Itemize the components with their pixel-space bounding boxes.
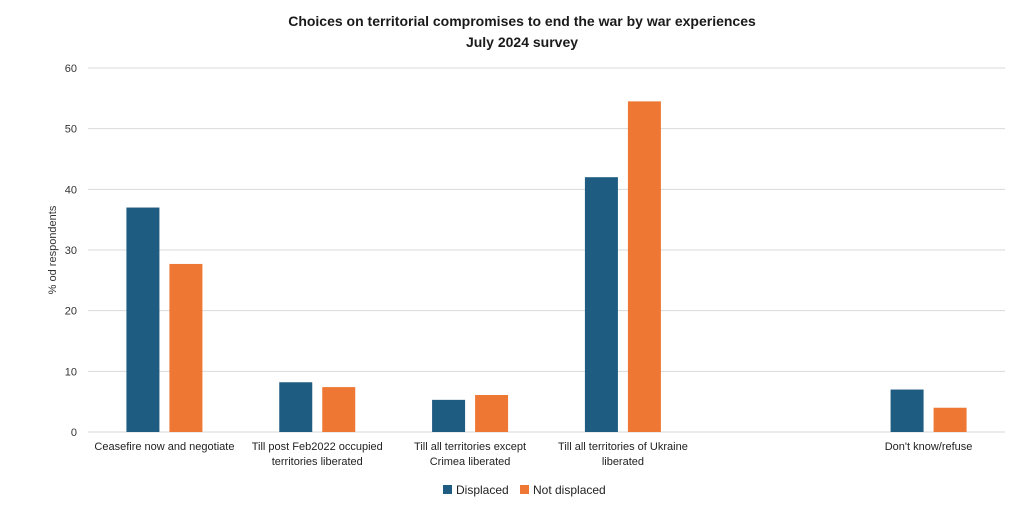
category-label: Crimea liberated [430,456,511,468]
y-tick-label: 30 [65,245,77,257]
category-label: Don't know/refuse [885,441,973,453]
legend: Displaced Not displaced [443,483,606,497]
bar-not-displaced [627,101,661,432]
bar-displaced [584,177,618,432]
category-label: territories liberated [272,456,363,468]
legend-label: Displaced [456,483,509,497]
y-tick-label: 0 [71,427,77,439]
legend-swatch [520,485,529,494]
y-tick-label: 60 [65,63,77,75]
bar-not-displaced [475,394,509,432]
bar-displaced [432,399,466,432]
bar-not-displaced [169,263,203,432]
y-axis-ticks: 0 10 20 30 40 50 60 [65,63,77,439]
category-label: Till all territories of Ukraine [558,441,688,453]
category-label: Till post Feb2022 occupied [252,441,383,453]
y-tick-label: 20 [65,306,77,318]
gridlines [88,67,1005,433]
chart-subtitle: July 2024 survey [466,34,578,50]
bar-displaced [279,382,313,432]
category-label: Till all territories except [414,441,526,453]
bar-displaced [890,389,924,432]
y-tick-label: 40 [65,184,77,196]
bars [126,101,967,432]
y-tick-label: 50 [65,124,77,136]
category-label: Ceasefire now and negotiate [94,441,234,453]
chart-title: Choices on territorial compromises to en… [288,13,756,29]
legend-label: Not displaced [533,483,606,497]
y-tick-label: 10 [65,366,77,378]
bar-not-displaced [933,407,967,432]
category-label: liberated [602,456,644,468]
bar-displaced [126,207,160,432]
x-axis-categories: Ceasefire now and negotiate Till post Feb… [94,441,972,468]
y-axis-label: % od respondents [47,205,59,294]
legend-swatch [443,485,452,494]
bar-not-displaced [322,387,356,432]
